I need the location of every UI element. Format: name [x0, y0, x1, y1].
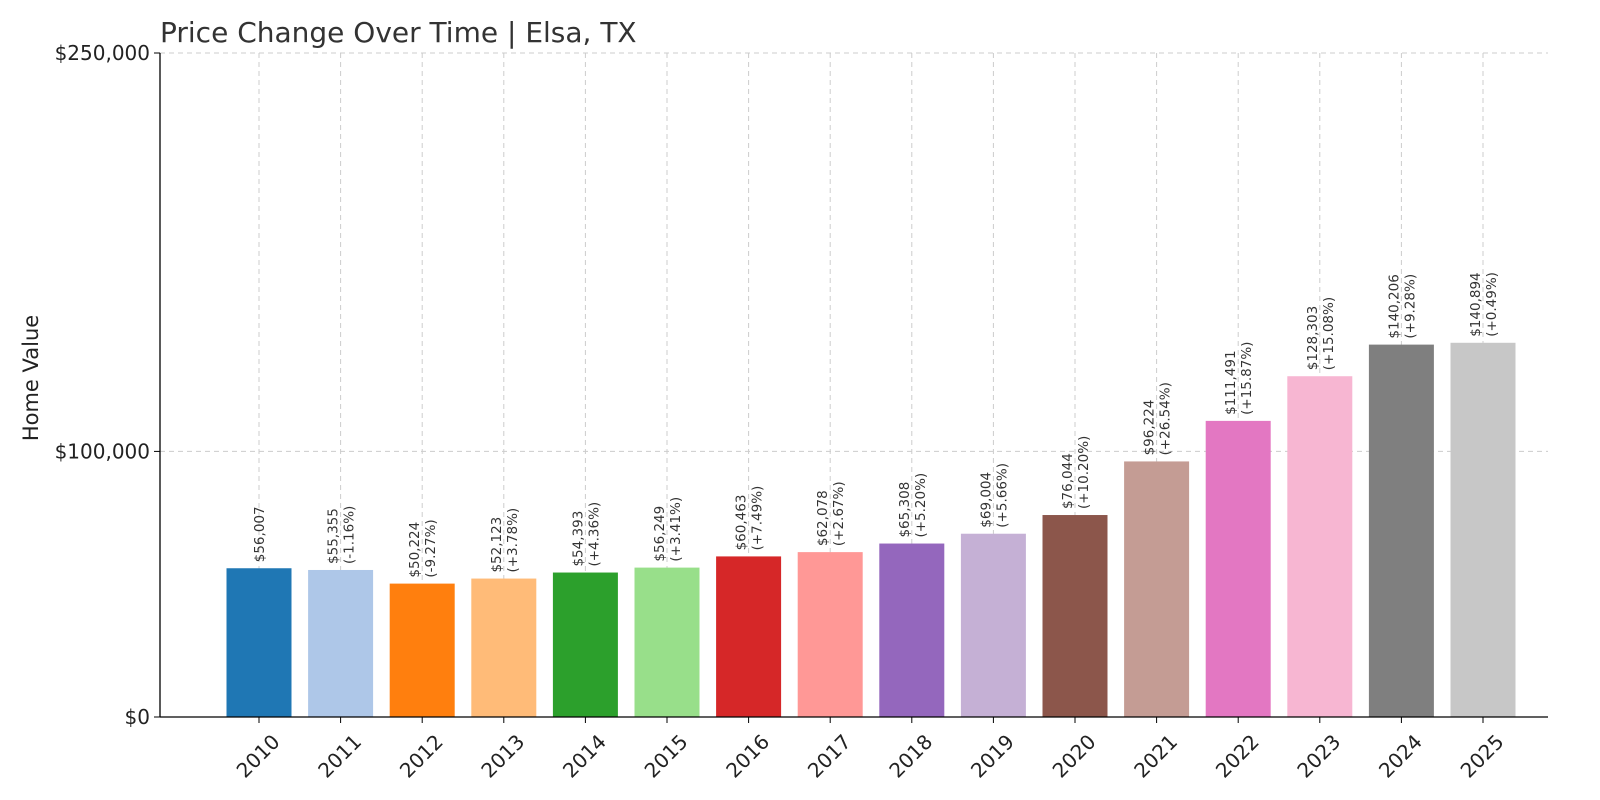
y-tick-label: $100,000: [55, 439, 150, 463]
data-label-group: $69,004 (+5.66%): [978, 463, 1010, 528]
data-label-group: $111,491 (+15.87%): [1223, 342, 1255, 415]
x-tick-label: 2017: [803, 730, 856, 783]
value-label: $76,044: [1060, 453, 1076, 509]
bar: [1368, 344, 1434, 717]
bar: [879, 543, 945, 717]
change-label: (+10.20%): [1076, 436, 1092, 509]
data-label-group: $54,393 (+4.36%): [570, 502, 602, 567]
x-tick-label: 2011: [313, 730, 366, 783]
x-tick-label: 2012: [395, 730, 448, 783]
x-tick-label: 2021: [1129, 730, 1182, 783]
change-label: (+26.54%): [1158, 382, 1174, 455]
data-label-group: $52,123 (+3.78%): [489, 508, 521, 573]
bar: [552, 572, 618, 717]
y-tick-label: $0: [125, 705, 150, 729]
change-label: (+4.36%): [586, 502, 602, 567]
change-label: (+5.66%): [994, 463, 1010, 528]
value-label: $54,393: [570, 511, 586, 567]
value-label: $111,491: [1223, 350, 1239, 414]
value-label: $96,224: [1142, 400, 1158, 456]
data-label-group: $128,303 (+15.08%): [1305, 297, 1337, 370]
x-tick-label: 2025: [1456, 730, 1509, 783]
bar: [1287, 376, 1353, 717]
value-label: $62,078: [815, 490, 831, 546]
change-label: (+3.41%): [668, 497, 684, 562]
bar: [308, 569, 374, 717]
change-label: (+5.20%): [913, 473, 929, 538]
bar: [226, 568, 292, 717]
x-tick-label: 2022: [1211, 730, 1264, 783]
change-label: (+0.49%): [1484, 272, 1500, 337]
chart-title: Price Change Over Time | Elsa, TX: [160, 16, 637, 49]
bar: [389, 583, 455, 717]
data-labels: $56,007 $55,355 (-1.16%) $50,224 (-9.27%) $52…: [252, 272, 1500, 578]
change-label: (+15.08%): [1321, 297, 1337, 370]
x-tick-label: 2010: [232, 730, 285, 783]
x-tick-label: 2016: [721, 730, 774, 783]
x-tick-label: 2019: [966, 730, 1019, 783]
change-label: (+7.49%): [750, 486, 766, 551]
change-label: (+15.87%): [1239, 342, 1255, 415]
data-label-group: $56,249 (+3.41%): [652, 497, 684, 562]
change-label: (-1.16%): [342, 506, 358, 564]
bar: [1042, 515, 1108, 717]
value-label: $128,303: [1305, 306, 1321, 370]
bars: [226, 342, 1516, 717]
value-label: $69,004: [978, 472, 994, 528]
x-tick-label: 2013: [476, 730, 529, 783]
data-label-group: $55,355 (-1.16%): [326, 506, 358, 564]
data-label-group: $50,224 (-9.27%): [407, 519, 439, 577]
change-label: (+3.78%): [505, 508, 521, 573]
value-label: $60,463: [734, 495, 750, 551]
x-tick-label: 2014: [558, 730, 611, 783]
value-label: $140,206: [1386, 274, 1402, 338]
data-label-group: $56,007: [252, 506, 268, 562]
data-label-group: $96,224 (+26.54%): [1142, 382, 1174, 455]
data-label-group: $62,078 (+2.67%): [815, 481, 847, 546]
value-label: $65,308: [897, 482, 913, 538]
value-label: $56,007: [252, 506, 268, 562]
y-tick-label: $250,000: [55, 41, 150, 65]
data-label-group: $60,463 (+7.49%): [734, 486, 766, 551]
y-axis-label: Home Value: [19, 315, 43, 441]
value-label: $55,355: [326, 508, 342, 564]
data-label-group: $76,044 (+10.20%): [1060, 436, 1092, 509]
x-ticks: 2010 2011 2012 2013 2014 2015 2016 2017 2018 2019…: [232, 717, 1509, 783]
bar: [471, 578, 537, 717]
change-label: (+9.28%): [1402, 274, 1418, 339]
value-label: $140,894: [1468, 272, 1484, 336]
data-label-group: $140,894 (+0.49%): [1468, 272, 1500, 337]
value-label: $50,224: [407, 522, 423, 578]
axes: [159, 53, 1548, 718]
value-label: $56,249: [652, 506, 668, 562]
bar: [716, 556, 782, 717]
bar: [1450, 342, 1516, 717]
data-label-group: $140,206 (+9.28%): [1386, 274, 1418, 339]
bar: [960, 533, 1026, 717]
change-label: (-9.27%): [423, 519, 439, 577]
bar: [634, 567, 700, 717]
y-ticks: $0 $100,000 $250,000: [55, 41, 160, 729]
x-tick-label: 2015: [640, 730, 693, 783]
data-label-group: $65,308 (+5.20%): [897, 473, 929, 538]
x-tick-label: 2024: [1374, 730, 1427, 783]
change-label: (+2.67%): [831, 481, 847, 546]
x-tick-label: 2023: [1292, 730, 1345, 783]
bar: [1205, 420, 1271, 717]
x-tick-label: 2020: [1048, 730, 1101, 783]
x-tick-label: 2018: [884, 730, 937, 783]
bar: [1124, 461, 1190, 717]
value-label: $52,123: [489, 517, 505, 573]
bar: [797, 552, 863, 717]
